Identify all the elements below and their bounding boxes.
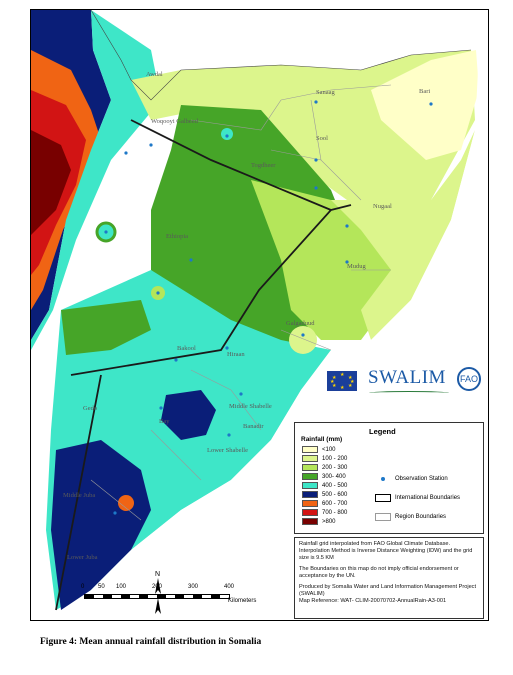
region-label: Bay [159, 418, 170, 425]
region-label: Ethiopia [166, 233, 188, 240]
station-marker [104, 230, 108, 234]
region-label: Woqooyi Galbeed [151, 118, 199, 125]
rainfall-map: Awdal Woqooyi Galbeed Sanaag Bari Sool T… [31, 10, 488, 620]
scale-bar: 0 50 100 200 300 400 Kilometers [48, 584, 258, 614]
region-label: Bakool [177, 345, 196, 352]
scale-tick: 100 [116, 584, 127, 590]
station-marker [314, 158, 318, 162]
map-frame: Awdal Woqooyi Galbeed Sanaag Bari Sool T… [30, 9, 489, 621]
fao-logo: FAO [457, 367, 481, 391]
legend-symbol-international: International Boundaries [375, 494, 460, 502]
station-marker [227, 433, 231, 437]
region-label: Gedo [83, 405, 97, 412]
region-label: Sool [316, 135, 328, 142]
legend-class: 700 - 800 [302, 509, 347, 517]
rain-zone-galgaduud-spot [289, 326, 317, 354]
station-marker [314, 100, 318, 104]
legend-class: 100 - 200 [302, 455, 347, 463]
eu-flag-logo: ★ ★ ★ ★ ★ ★ ★ ★ [327, 371, 357, 391]
swalim-wave-icon [369, 391, 449, 395]
region-label: Mudug [347, 263, 367, 270]
region-label: Sanaag [316, 89, 336, 96]
region-label: Banadir [243, 423, 264, 430]
rain-zone-west-green [31, 10, 161, 350]
figure-caption: Figure 4: Mean annual rainfall distribut… [40, 637, 262, 647]
legend-class: 200 - 300 [302, 464, 347, 472]
region-label: Middle Juba [63, 492, 95, 499]
legend-class: <100 [302, 446, 336, 454]
station-marker [149, 143, 153, 147]
station-marker [159, 406, 163, 410]
station-marker [345, 224, 349, 228]
north-label: N [155, 571, 160, 578]
region-label: Bari [419, 88, 430, 95]
region-label: Hiraan [227, 351, 245, 358]
scale-tick: 400 [224, 584, 235, 590]
coastline-north [90, 10, 472, 101]
region-label: Lower Shabelle [207, 447, 248, 454]
map-notes: Rainfall grid interpolated from FAO Glob… [294, 537, 484, 619]
station-marker [156, 291, 160, 295]
rain-zone-tip-lt100 [371, 50, 479, 160]
legend-symbol-station: Observation Station [375, 475, 448, 483]
station-marker [225, 346, 229, 350]
boundary-symbol-icon [375, 494, 391, 502]
legend-class: 400 - 500 [302, 482, 347, 490]
region-label: Awdal [146, 71, 163, 78]
scale-bar-graphic [84, 594, 230, 599]
station-marker [124, 151, 128, 155]
station-marker [225, 134, 229, 138]
international-boundary [55, 119, 352, 611]
legend-class: 600 - 700 [302, 500, 347, 508]
station-marker [239, 392, 243, 396]
region-label: Togdheer [251, 162, 276, 169]
rain-zone-south-dark [51, 440, 151, 610]
rain-zone-west-maroon [31, 130, 71, 235]
legend-class: >800 [302, 518, 336, 526]
legend-symbol-region: Region Boundaries [375, 513, 446, 521]
swalim-logo: SWALIM [368, 367, 446, 388]
region-label: Galgaduud [286, 320, 315, 327]
region-label: Lower Juba [67, 554, 98, 561]
rain-zone-orange-spot [118, 495, 134, 511]
observation-stations [104, 100, 433, 515]
note-producer: Produced by Somalia Water and Land Infor… [299, 584, 477, 597]
region-label: Nugaal [373, 203, 392, 210]
scale-tick: 0 [81, 584, 85, 590]
station-symbol-icon [381, 477, 385, 481]
station-marker [113, 511, 117, 515]
rain-zone-south-green [61, 300, 151, 355]
legend-subtitle: Rainfall (mm) [301, 436, 343, 443]
region-boundaries [90, 84, 392, 521]
station-marker [189, 258, 193, 262]
logo-bar: ★ ★ ★ ★ ★ ★ ★ ★ SWALIM FAO [327, 365, 487, 399]
region-labels: Awdal Woqooyi Galbeed Sanaag Bari Sool T… [63, 71, 430, 561]
rain-zone-bay-dark [161, 390, 216, 440]
scale-tick: 50 [98, 584, 105, 590]
scale-tick: 200 [152, 584, 163, 590]
station-marker [301, 333, 305, 337]
note-reference: Map Reference: WAT- CLIM-20070702-Annual… [299, 598, 447, 604]
region-symbol-icon [375, 513, 391, 521]
note-source: Rainfall grid interpolated from FAO Glob… [299, 541, 473, 561]
rain-zone-east-100 [331, 130, 475, 340]
station-marker [345, 260, 349, 264]
legend: Legend Rainfall (mm) <100 100 - 200 200 … [294, 422, 484, 534]
station-marker [174, 358, 178, 362]
scale-unit: Kilometers [228, 598, 257, 604]
legend-class: 300- 400 [302, 473, 346, 481]
note-disclaimer: The Boundaries on this map do not imply … [299, 566, 459, 579]
legend-title: Legend [369, 427, 396, 436]
legend-class: 500 - 600 [302, 491, 347, 499]
station-marker [429, 102, 433, 106]
scale-tick: 300 [188, 584, 199, 590]
rain-zone-togdheer-spot [221, 128, 233, 140]
station-marker [314, 186, 318, 190]
region-label: Middle Shabelle [229, 403, 272, 410]
